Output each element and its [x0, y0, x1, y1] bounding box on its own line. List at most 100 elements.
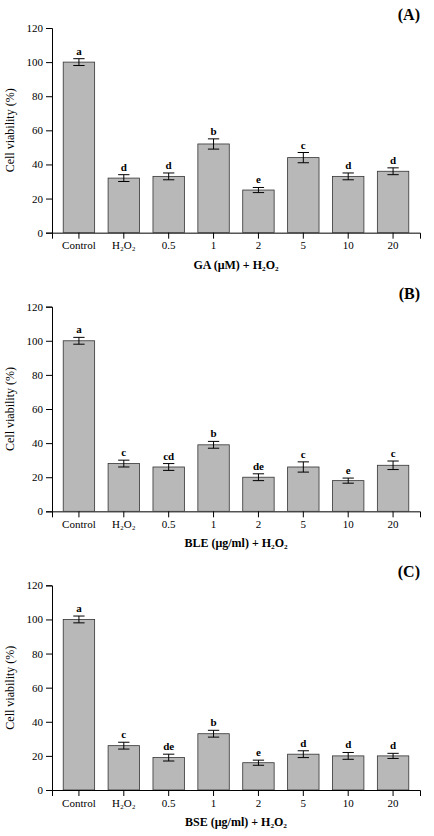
error-bar-line: [73, 59, 84, 66]
y-axis: 020406080100120: [27, 22, 53, 239]
x-tick: H₂O₂: [112, 511, 136, 530]
annotation: d: [345, 738, 351, 750]
tick-label: 40: [32, 716, 44, 728]
tick-mark: [78, 790, 79, 796]
tick-mark: [46, 654, 52, 655]
y-tick: 0: [38, 505, 53, 517]
tick-mark: [303, 790, 304, 796]
tick-label: 40: [32, 158, 44, 170]
y-tick: 20: [32, 193, 52, 205]
error-bar: [343, 173, 354, 180]
error-bar-line: [118, 742, 129, 749]
tick-label: 1: [211, 239, 217, 251]
error-bar: [387, 461, 398, 470]
tick-label: 0.5: [162, 518, 176, 530]
error-bar: [118, 175, 129, 182]
annotation: d: [121, 161, 127, 173]
axis-line: [46, 29, 53, 234]
x-axis-title: BSE (μg/ml) + H₂O₂: [185, 815, 287, 829]
tick-label: 20: [32, 750, 44, 762]
error-bar-line: [253, 187, 264, 192]
marks: [63, 59, 409, 233]
tick-label: 10: [343, 518, 355, 530]
x-tick: 1: [211, 790, 217, 809]
annotation: de: [163, 740, 174, 752]
tick-mark: [78, 233, 79, 239]
bar: [198, 445, 229, 512]
error-bar: [163, 754, 174, 761]
error-bar: [298, 751, 309, 758]
x-tick: H₂O₂: [112, 233, 136, 252]
annotation: c: [121, 728, 126, 740]
tick-mark: [168, 790, 169, 796]
bar: [288, 754, 319, 790]
error-bar-line: [73, 337, 84, 344]
y-tick: 60: [32, 682, 52, 694]
error-bar-line: [387, 753, 398, 758]
x-tick: 20: [388, 790, 400, 809]
y-tick: 0: [38, 784, 53, 796]
tick-mark: [46, 477, 52, 478]
x-tick: 20: [388, 511, 400, 530]
tick-label: 20: [388, 239, 400, 251]
tick-mark: [258, 233, 259, 239]
bar: [243, 763, 274, 790]
panel-title: (C): [398, 563, 420, 581]
axis-line: [53, 233, 421, 239]
tick-mark: [123, 790, 124, 796]
x-tick: 5: [301, 511, 307, 530]
tick-mark: [46, 164, 52, 165]
marks: [63, 616, 409, 790]
tick-label: 2: [256, 239, 262, 251]
tick-label: 10: [343, 797, 355, 809]
y-axis: 020406080100120: [27, 579, 53, 796]
tick-label: H₂O₂: [112, 518, 136, 530]
tick-mark: [46, 375, 52, 376]
tick-label: 100: [27, 335, 44, 347]
error-bar: [343, 478, 354, 483]
error-bar-line: [343, 478, 354, 483]
tick-label: 60: [32, 682, 44, 694]
y-tick: 120: [27, 301, 53, 313]
annotation: b: [210, 716, 216, 728]
error-bar-line: [73, 616, 84, 623]
tick-label: 20: [388, 797, 400, 809]
tick-label: Control: [62, 239, 96, 251]
bar: [377, 171, 408, 232]
error-bar: [163, 173, 174, 180]
error-bar-line: [208, 730, 219, 737]
annotation: de: [253, 460, 264, 472]
annotation: b: [210, 125, 216, 137]
panel-title: (B): [399, 285, 420, 303]
tick-label: 1: [211, 518, 217, 530]
annotation: d: [300, 737, 306, 749]
error-bar-line: [343, 173, 354, 180]
bar: [288, 467, 319, 511]
x-axis: ControlH₂O₂0.51251020: [53, 790, 421, 809]
tick-mark: [213, 790, 214, 796]
bar: [198, 734, 229, 790]
y-tick: 120: [27, 22, 53, 34]
error-bar: [343, 752, 354, 759]
bar: [198, 144, 229, 233]
tick-mark: [46, 756, 52, 757]
y-axis-title: Cell viability (%): [3, 88, 17, 172]
figure: addbecddControlH₂O₂0.5125102002040608010…: [0, 0, 434, 836]
annotation: d: [345, 159, 351, 171]
x-tick: Control: [62, 511, 96, 530]
tick-label: 80: [32, 90, 44, 102]
x-tick: 5: [301, 790, 307, 809]
error-bar-line: [298, 751, 309, 758]
tick-mark: [258, 790, 259, 796]
tick-label: 20: [32, 471, 44, 483]
x-tick: 5: [301, 233, 307, 252]
bar: [63, 619, 94, 790]
error-bar: [253, 187, 264, 192]
bar: [108, 178, 139, 233]
annotation: e: [256, 173, 261, 185]
bar: [63, 62, 94, 233]
tick-mark: [46, 96, 52, 97]
annotation: a: [76, 602, 82, 614]
y-tick: 40: [32, 158, 52, 170]
error-bar: [298, 462, 309, 472]
